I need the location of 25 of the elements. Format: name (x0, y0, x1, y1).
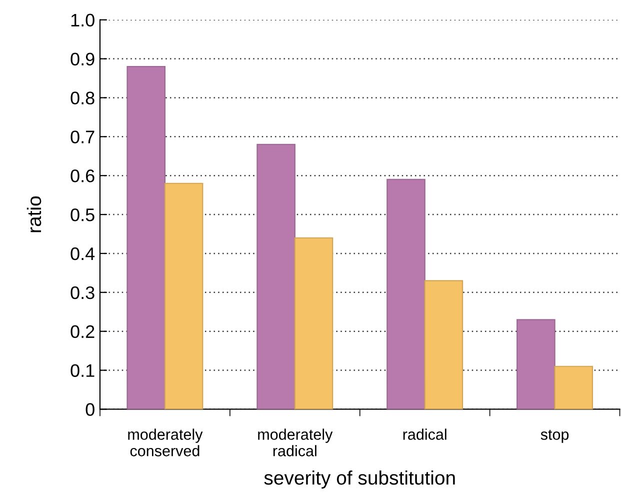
y-tick-label: 0.7 (70, 130, 94, 144)
bar (424, 280, 464, 410)
y-tick-label: 0.8 (70, 92, 94, 104)
y-tick-label: 0.4 (70, 247, 95, 260)
bar (164, 182, 204, 410)
x-tick-label: moderately conserved (128, 428, 203, 456)
y-tick-label: 0.9 (70, 52, 94, 66)
x-tick-label: moderately radical (258, 428, 333, 456)
y-tick-label: 0.6 (70, 170, 94, 182)
bar (294, 237, 334, 410)
bar (126, 66, 166, 410)
x-tick-label: stop (540, 430, 569, 443)
y-tick-label: 0 (86, 403, 94, 416)
x-axis-title: severity of substitution (264, 470, 455, 489)
bar (554, 366, 594, 410)
y-axis-title: ratio (26, 196, 42, 232)
y-tick-label: 1.0 (71, 14, 94, 27)
y-tick-label: 0.5 (70, 208, 94, 222)
bar (256, 144, 296, 410)
y-tick-label: 0.1 (70, 364, 94, 377)
y-tick-label: 0.3 (70, 286, 94, 300)
bar (516, 319, 556, 410)
bar (386, 178, 426, 410)
x-tick-label: radical (403, 428, 446, 440)
y-tick-label: 0.2 (70, 325, 94, 338)
